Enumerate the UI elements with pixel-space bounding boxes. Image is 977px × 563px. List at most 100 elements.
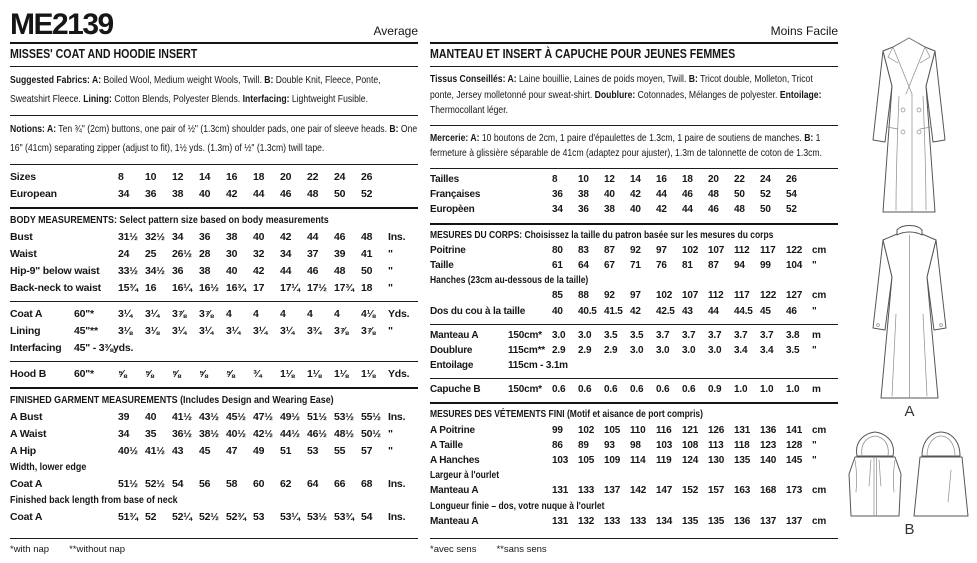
size-value: 131	[552, 515, 569, 527]
size-value: 52	[145, 510, 157, 523]
divider	[430, 124, 838, 126]
size-value: 34	[172, 230, 184, 243]
size-value: 4⅛	[361, 307, 376, 320]
size-value: 26½	[172, 247, 192, 260]
size-value: 34½	[145, 264, 165, 277]
size-value: 16	[226, 170, 238, 183]
size-value: 130	[708, 455, 725, 467]
table-row: A Taille 86 89 93 98 103 108 113 118 123 128 "	[430, 438, 838, 453]
size-value: 18	[361, 281, 373, 294]
row-label: Doublure	[430, 344, 473, 356]
size-value: 127	[786, 290, 803, 302]
fabric-width: 150cm*	[508, 329, 542, 341]
size-value: 46	[280, 187, 292, 200]
size-value: 163	[734, 485, 751, 497]
row-label: A Bust	[10, 410, 43, 423]
size-value: ⅝	[226, 367, 235, 380]
size-value: 66	[334, 477, 346, 490]
table-section-heading: MESURES DES VÉTEMENTS FINI (Motif et ais…	[430, 409, 703, 421]
header-fr: Moins Facile	[430, 6, 838, 40]
size-value: 54	[361, 510, 373, 523]
size-value: 10	[578, 174, 589, 186]
size-value: 48	[307, 187, 319, 200]
size-value: 121	[682, 424, 699, 436]
size-value: 3¼	[253, 324, 268, 337]
divider	[10, 42, 418, 44]
size-value: 31½	[118, 230, 138, 243]
size-value: 4	[253, 307, 259, 320]
size-value: 118	[734, 439, 750, 451]
divider	[10, 164, 418, 165]
size-value: 38	[604, 204, 615, 216]
row-label: A Poitrine	[430, 424, 475, 436]
notions-paragraph-en: Notions: A: Ten ¾" (2cm) buttons, one pa…	[10, 123, 418, 154]
size-value: 17	[253, 281, 265, 294]
size-value: 44	[253, 187, 265, 200]
size-value: 3.0	[552, 329, 566, 341]
table-row: Hip-9" below waist 33½ 34½ 36 38 40 42 44 46 48 50…	[10, 262, 418, 279]
size-value: 62	[280, 477, 292, 490]
unit-label: m	[812, 384, 821, 396]
size-value: 136	[760, 424, 777, 436]
table-section-heading: Width, lower edge	[10, 461, 87, 473]
hoodie-insert-illustration	[848, 431, 969, 517]
size-value: 34	[118, 427, 130, 440]
size-value: 113	[708, 439, 724, 451]
table-section-heading: Hanches (23cm au-dessous de la taille)	[430, 275, 589, 287]
size-value: 3.0	[656, 344, 670, 356]
size-value: 83	[578, 244, 589, 256]
size-value: 14	[199, 170, 211, 183]
finished-measurements-table-en: FINISHED GARMENT MEASUREMENTS (Includes …	[10, 390, 418, 528]
size-value: 22	[734, 174, 745, 186]
size-value: 3⅛	[118, 324, 133, 337]
size-value: 60	[253, 477, 265, 490]
size-value: 89	[578, 439, 589, 451]
size-value: 40	[145, 410, 157, 423]
size-value: 0.6	[682, 384, 696, 396]
size-value: 41½	[172, 410, 192, 423]
size-value: 108	[682, 439, 699, 451]
row-label: Entoilage	[430, 360, 474, 372]
size-value: 46	[682, 189, 693, 201]
size-value: ¾	[253, 367, 262, 380]
size-value: 1.0	[786, 384, 800, 396]
size-value: 44.5	[734, 305, 753, 317]
size-value: 147	[656, 485, 673, 497]
size-value: 17¾	[334, 281, 354, 294]
size-value: 36	[145, 187, 157, 200]
unit-label: Yds.	[388, 307, 410, 320]
unit-label: Ins.	[388, 477, 406, 490]
divider	[430, 402, 838, 405]
size-value: 64	[578, 260, 589, 271]
size-value: 93	[604, 439, 615, 451]
size-value: 3.0	[708, 344, 722, 356]
size-value: 43½	[199, 410, 219, 423]
size-value: 0.6	[552, 384, 566, 396]
size-value: 122	[760, 290, 777, 302]
size-value: 49	[253, 444, 265, 457]
size-value: 38	[172, 187, 184, 200]
size-value: 135	[708, 515, 725, 527]
size-value: 88	[578, 290, 589, 302]
size-value: 1.0	[734, 384, 748, 396]
size-value: 44	[307, 230, 319, 243]
row-label: Coat A	[10, 510, 43, 523]
size-value: 48	[334, 264, 346, 277]
size-value: 53¼	[280, 510, 300, 523]
size-value: 40	[226, 264, 238, 277]
size-value: 112	[734, 244, 750, 256]
size-value: 42	[630, 189, 641, 201]
table-row: Françaises 36 38 40 42 44 46 48 50 52 54	[430, 187, 838, 202]
size-value: 54	[786, 189, 797, 201]
size-value: 52¼	[172, 510, 192, 523]
size-value: 40½	[118, 444, 138, 457]
size-value: 45	[199, 444, 211, 457]
table-row: Coat A 60"* 3¼ 3¼ 3⅞ 3⅞ 4 4 4 4 4 4⅛ Yds.	[10, 305, 418, 322]
size-value: 2.9	[578, 344, 592, 356]
size-value: 24	[118, 247, 130, 260]
size-value: 42	[630, 305, 641, 317]
size-value: 38	[578, 189, 589, 201]
size-value: 105	[578, 455, 595, 467]
size-value: 3.0	[578, 329, 592, 341]
row-label: Tailles	[430, 174, 459, 186]
